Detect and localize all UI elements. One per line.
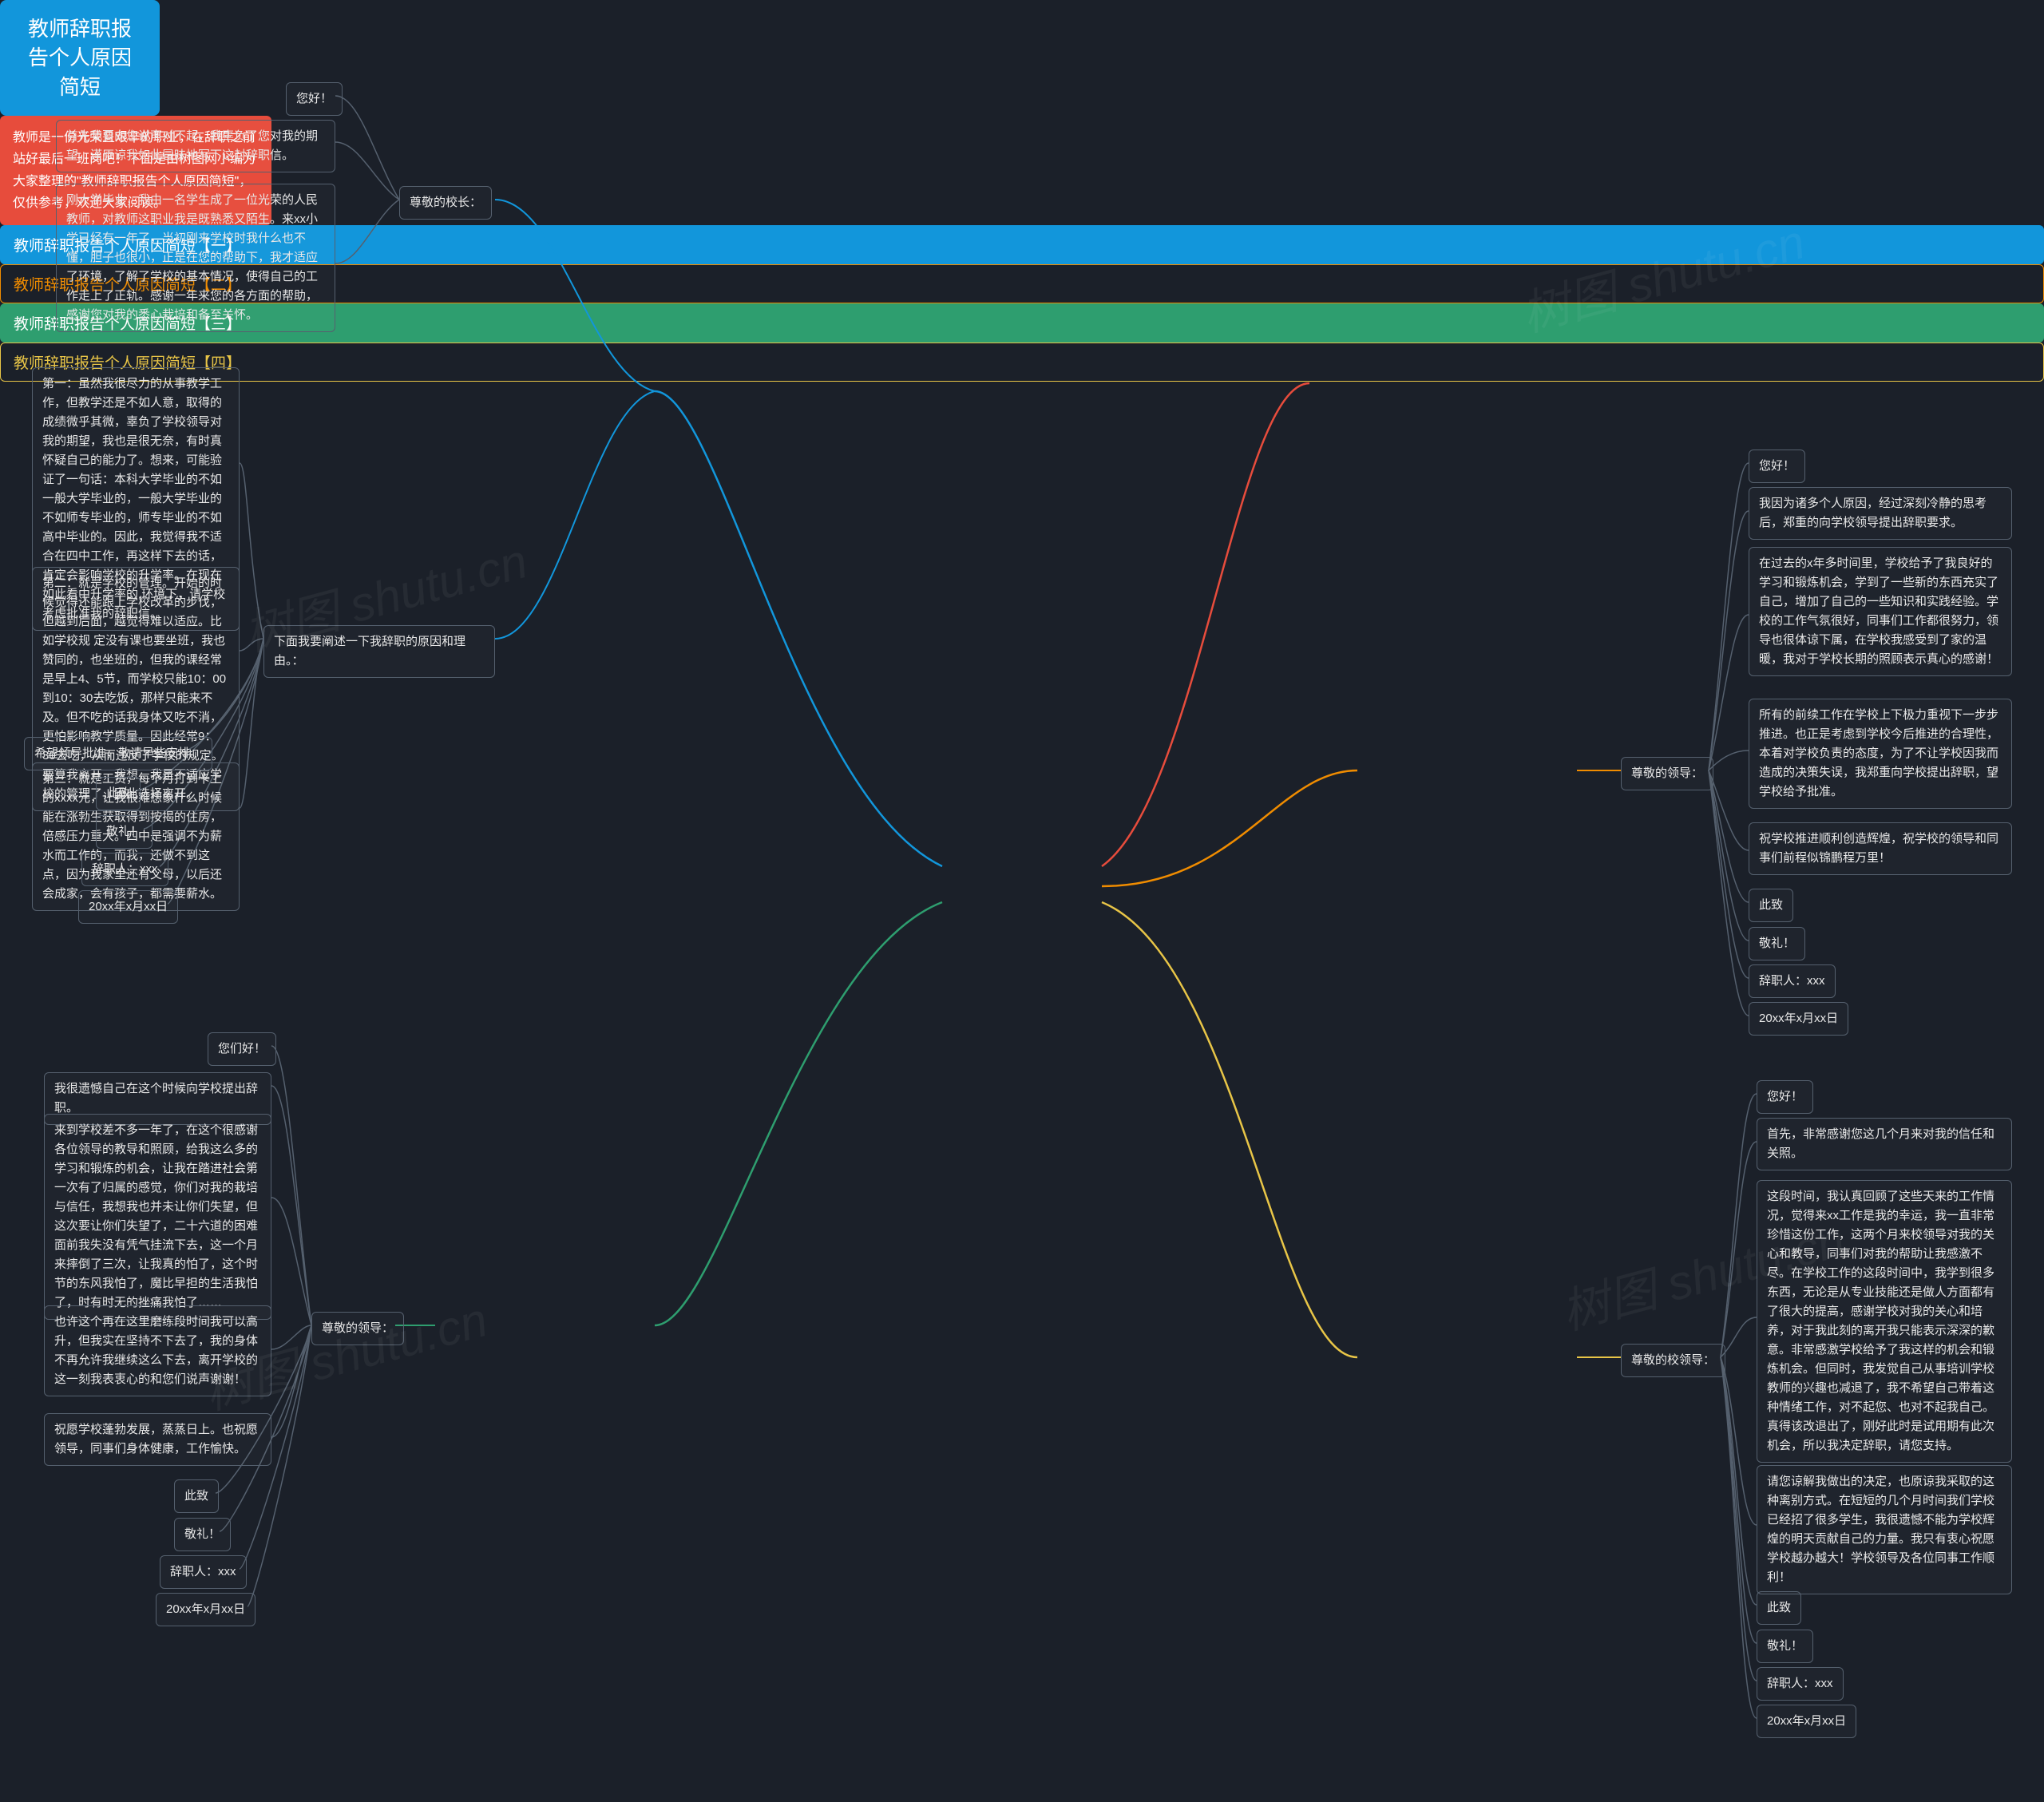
s1-sub1-leaf-2: 刚大学毕业，我由一名学生成了一位光荣的人民教师，对教师这职业我是既熟悉又陌生。来…: [56, 184, 335, 332]
s2-leaf-1: 我因为诸多个人原因，经过深刻冷静的思考后，郑重的向学校领导提出辞职要求。: [1749, 487, 2012, 540]
s4-sub[interactable]: 尊敬的校领导：: [1621, 1344, 1725, 1377]
s1-closing-4: 20xx年x月xx日: [78, 890, 178, 924]
s1-sub1-leaf-1: 首先我要向您说声对不起，我辜负了您对我的期望，谨原谅我如此冒昧地写下这封辞职信。: [56, 120, 335, 172]
s2-leaf-3: 所有的前续工作在学校上下极力重视下一步步推进。也正是考虑到学校今后推进的合理性，…: [1749, 699, 2012, 809]
s3-leaf-0: 您们好！: [208, 1032, 276, 1066]
s2-leaf-2: 在过去的x年多时间里，学校给予了我良好的学习和锻炼机会，学到了一些新的东西充实了…: [1749, 547, 2012, 676]
s4-leaf-3: 请您谅解我做出的决定，也原谅我采取的这种离别方式。在短短的几个月时间我们学校已经…: [1757, 1465, 2012, 1594]
s1-closing-0: 希望领导批准，敬请早些安排。: [24, 737, 212, 770]
s4-leaf-1: 首先，非常感谢您这几个月来对我的信任和关照。: [1757, 1118, 2012, 1170]
s3-leaf-3: 也许这个再在这里磨练段时间我可以高升，但我实在坚持不下去了，我的身体不再允许我继…: [44, 1305, 271, 1396]
s1-sub2[interactable]: 下面我要阐述一下我辞职的原因和理由。：: [263, 625, 495, 678]
s1-closing-2: 敬礼！: [96, 815, 153, 849]
s3-leaf-7: 辞职人：xxx: [160, 1555, 247, 1589]
s2-sub[interactable]: 尊敬的领导：: [1621, 757, 1713, 790]
s4-leaf-2: 这段时间，我认真回顾了这些天来的工作情况，觉得来xx工作是我的幸运，我一直非常珍…: [1757, 1180, 2012, 1463]
s3-leaf-5: 此致: [174, 1479, 219, 1513]
s3-sub[interactable]: 尊敬的领导：: [311, 1312, 404, 1345]
s2-leaf-5: 此致: [1749, 889, 1793, 922]
s4-leaf-4: 此致: [1757, 1591, 1801, 1625]
s3-leaf-4: 祝愿学校蓬勃发展，蒸蒸日上。也祝愿领导，同事们身体健康，工作愉快。: [44, 1413, 271, 1466]
s1-sub1[interactable]: 尊敬的校长：: [399, 186, 492, 220]
s3-leaf-6: 敬礼！: [174, 1518, 231, 1551]
s4-leaf-5: 敬礼！: [1757, 1630, 1813, 1663]
s4-leaf-7: 20xx年x月xx日: [1757, 1705, 1856, 1738]
s1-sub1-leaf-0: 您好！: [286, 82, 343, 116]
s4-leaf-0: 您好！: [1757, 1080, 1813, 1114]
s1-closing-1: 此致: [96, 777, 141, 810]
s3-leaf-8: 20xx年x月xx日: [156, 1593, 256, 1626]
s4-leaf-6: 辞职人：xxx: [1757, 1667, 1844, 1701]
s3-leaf-2: 来到学校差不多一年了，在这个很感谢各位领导的教导和照顾，给我这么多的学习和锻炼的…: [44, 1114, 271, 1320]
s2-leaf-6: 敬礼！: [1749, 927, 1805, 960]
s2-leaf-7: 辞职人：xxx: [1749, 964, 1836, 998]
s1-closing-3: 辞职人：xxx: [81, 853, 168, 886]
s2-leaf-8: 20xx年x月xx日: [1749, 1002, 1848, 1036]
s2-leaf-0: 您好！: [1749, 450, 1805, 483]
s2-leaf-4: 祝学校推进顺利创造辉煌，祝学校的领导和同事们前程似锦鹏程万里！: [1749, 822, 2012, 875]
